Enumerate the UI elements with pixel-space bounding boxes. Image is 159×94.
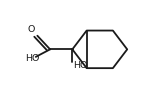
Text: HO: HO	[73, 61, 87, 70]
Text: HO: HO	[25, 54, 39, 63]
Text: O: O	[27, 25, 35, 34]
